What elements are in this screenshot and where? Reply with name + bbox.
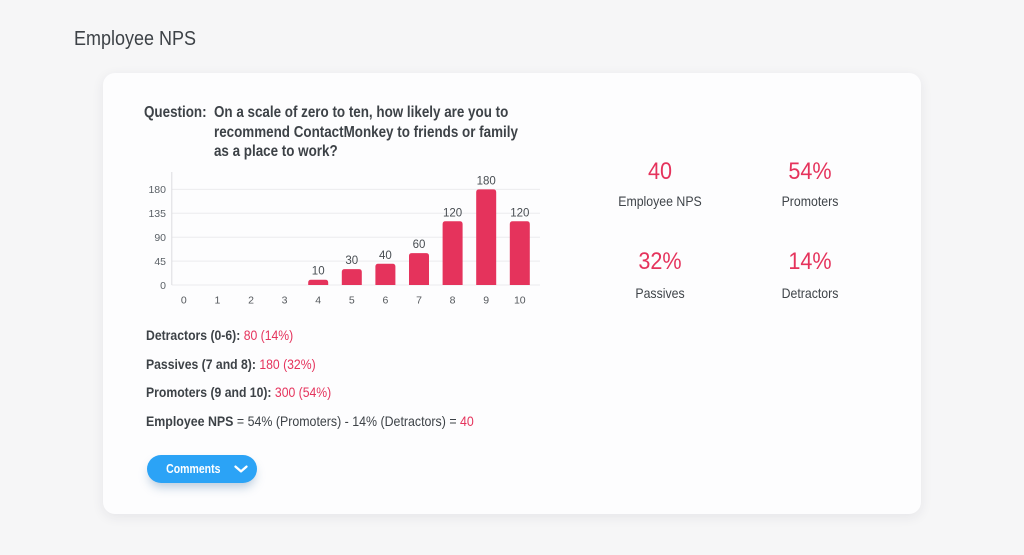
svg-text:0: 0	[160, 280, 166, 292]
svg-text:10: 10	[312, 266, 325, 278]
svg-text:5: 5	[349, 295, 355, 307]
svg-text:90: 90	[154, 232, 166, 244]
svg-text:4: 4	[315, 295, 321, 307]
svg-text:8: 8	[450, 295, 456, 307]
svg-text:10: 10	[514, 295, 526, 307]
svg-text:9: 9	[483, 295, 489, 307]
svg-text:120: 120	[510, 207, 529, 219]
svg-text:40: 40	[379, 250, 392, 262]
svg-text:60: 60	[413, 239, 426, 251]
svg-text:7: 7	[416, 295, 422, 307]
svg-text:120: 120	[443, 207, 462, 219]
svg-text:135: 135	[148, 208, 166, 220]
svg-text:3: 3	[282, 295, 288, 307]
svg-text:180: 180	[148, 184, 166, 196]
svg-text:1: 1	[214, 295, 220, 307]
svg-text:45: 45	[154, 256, 166, 268]
svg-text:2: 2	[248, 295, 254, 307]
svg-text:180: 180	[477, 175, 496, 187]
svg-text:6: 6	[382, 295, 388, 307]
svg-text:0: 0	[181, 295, 187, 307]
svg-text:30: 30	[345, 255, 358, 267]
